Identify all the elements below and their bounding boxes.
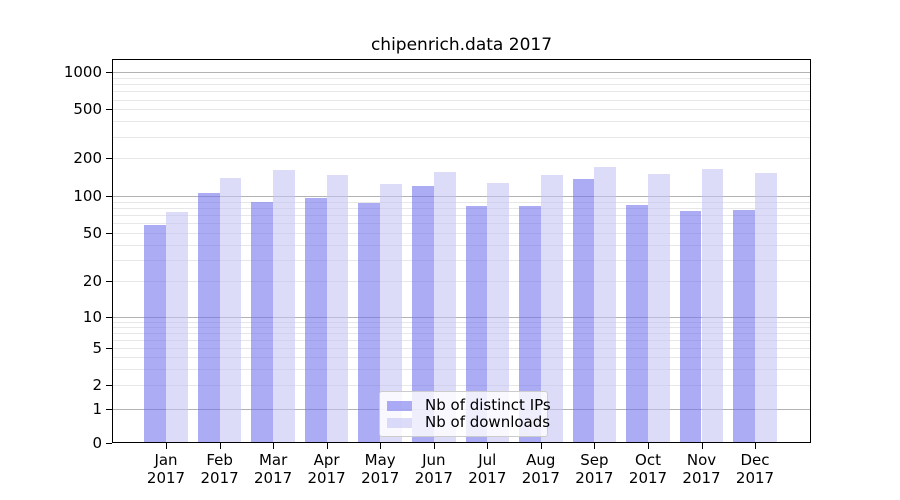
bar-distinct-ips-aug [519, 205, 541, 442]
minor-gridline [112, 158, 811, 160]
y-tick-mark [106, 233, 112, 234]
y-tick-mark [106, 348, 112, 350]
y-tick-label: 1 [92, 400, 102, 419]
bar-downloads-oct [648, 173, 670, 442]
y-tick-mark [106, 109, 112, 111]
chart-title: chipenrich.data 2017 [370, 35, 553, 55]
bar-distinct-ips-sep [572, 179, 595, 442]
y-tick-mark [106, 281, 112, 283]
x-tick-label-apr: Apr 2017 [307, 451, 346, 487]
y-tick-mark [106, 442, 112, 444]
bar-distinct-ips-feb [197, 193, 220, 442]
x-tick-label-aug: Aug 2017 [521, 451, 560, 487]
y-tick-mark [106, 158, 112, 160]
x-tick-label-jul: Jul 2017 [468, 451, 507, 487]
x-tick-mark [648, 443, 649, 449]
y-tick-label: 50 [82, 224, 102, 242]
bar-downloads-apr [326, 174, 349, 442]
bar-downloads-may [380, 184, 402, 442]
y-tick-label: 100 [73, 186, 102, 205]
bar-downloads-aug [540, 174, 563, 442]
x-tick-label-sep: Sep 2017 [575, 451, 614, 487]
x-tick-mark [380, 443, 382, 449]
bar-downloads-feb [219, 177, 242, 442]
x-tick-label-dec: Dec 2017 [735, 451, 775, 487]
y-tick-mark [106, 316, 112, 318]
major-gridline [112, 72, 811, 74]
x-tick-label-may: May 2017 [361, 451, 400, 487]
y-tick-mark [106, 72, 112, 74]
bar-downloads-jul [487, 183, 510, 442]
bar-downloads-sep [594, 167, 617, 442]
legend-label-distinct-ips: Nb of distinct IPs [425, 396, 551, 414]
minor-gridline [112, 91, 811, 93]
y-tick-label: 0 [92, 433, 102, 452]
bar-distinct-ips-mar [251, 202, 274, 442]
minor-gridline [112, 84, 811, 86]
x-tick-label-feb: Feb 2017 [200, 451, 239, 487]
y-tick-mark [106, 385, 112, 386]
x-tick-mark [701, 443, 703, 449]
y-tick-label: 5 [92, 339, 102, 358]
bar-downloads-mar [273, 170, 295, 442]
x-tick-label-nov: Nov 2017 [682, 451, 721, 487]
y-tick-label: 10 [82, 307, 102, 326]
x-tick-mark [273, 443, 275, 449]
legend-label-downloads: Nb of downloads [425, 413, 551, 431]
x-tick-mark [540, 443, 542, 449]
x-tick-mark [487, 443, 489, 449]
legend-swatch-distinct-ips [387, 400, 412, 411]
y-tick-label: 200 [73, 149, 102, 168]
minor-gridline [112, 99, 811, 101]
bar-downloads-jan [166, 212, 188, 442]
bar-distinct-ips-nov [679, 210, 702, 442]
y-tick-mark [106, 409, 112, 411]
minor-gridline [112, 77, 811, 79]
x-tick-mark [166, 443, 167, 449]
minor-gridline [112, 121, 811, 123]
y-tick-label: 1000 [63, 63, 102, 82]
y-tick-label: 2 [92, 376, 102, 394]
minor-gridline [112, 136, 811, 138]
x-tick-label-oct: Oct 2017 [628, 451, 668, 487]
legend-entry-downloads: Nb of downloads [387, 414, 550, 431]
bar-distinct-ips-jul [465, 205, 488, 442]
bar-downloads-nov [701, 169, 724, 442]
legend: Nb of distinct IPs Nb of downloads [379, 391, 551, 437]
bar-distinct-ips-apr [304, 198, 327, 442]
y-tick-label: 20 [82, 272, 102, 291]
bar-downloads-dec [755, 173, 777, 442]
bar-distinct-ips-jun [411, 185, 434, 442]
x-tick-label-jun: Jun 2017 [414, 451, 453, 487]
legend-entry-distinct-ips: Nb of distinct IPs [387, 397, 551, 414]
y-tick-mark [106, 195, 112, 197]
bar-distinct-ips-dec [733, 209, 756, 442]
x-tick-mark [594, 443, 596, 449]
minor-gridline [112, 109, 811, 111]
x-tick-mark [326, 443, 328, 449]
x-tick-label-jan: Jan 2017 [146, 451, 186, 487]
y-tick-label: 500 [73, 100, 102, 119]
x-tick-mark [433, 443, 435, 449]
legend-swatch-downloads [387, 417, 412, 428]
x-tick-mark [219, 443, 221, 449]
bar-distinct-ips-may [358, 203, 381, 442]
x-tick-mark [755, 443, 756, 449]
bar-distinct-ips-oct [626, 204, 648, 442]
bar-downloads-jun [433, 172, 456, 442]
bar-distinct-ips-jan [144, 225, 166, 442]
x-tick-label-mar: Mar 2017 [254, 451, 293, 487]
